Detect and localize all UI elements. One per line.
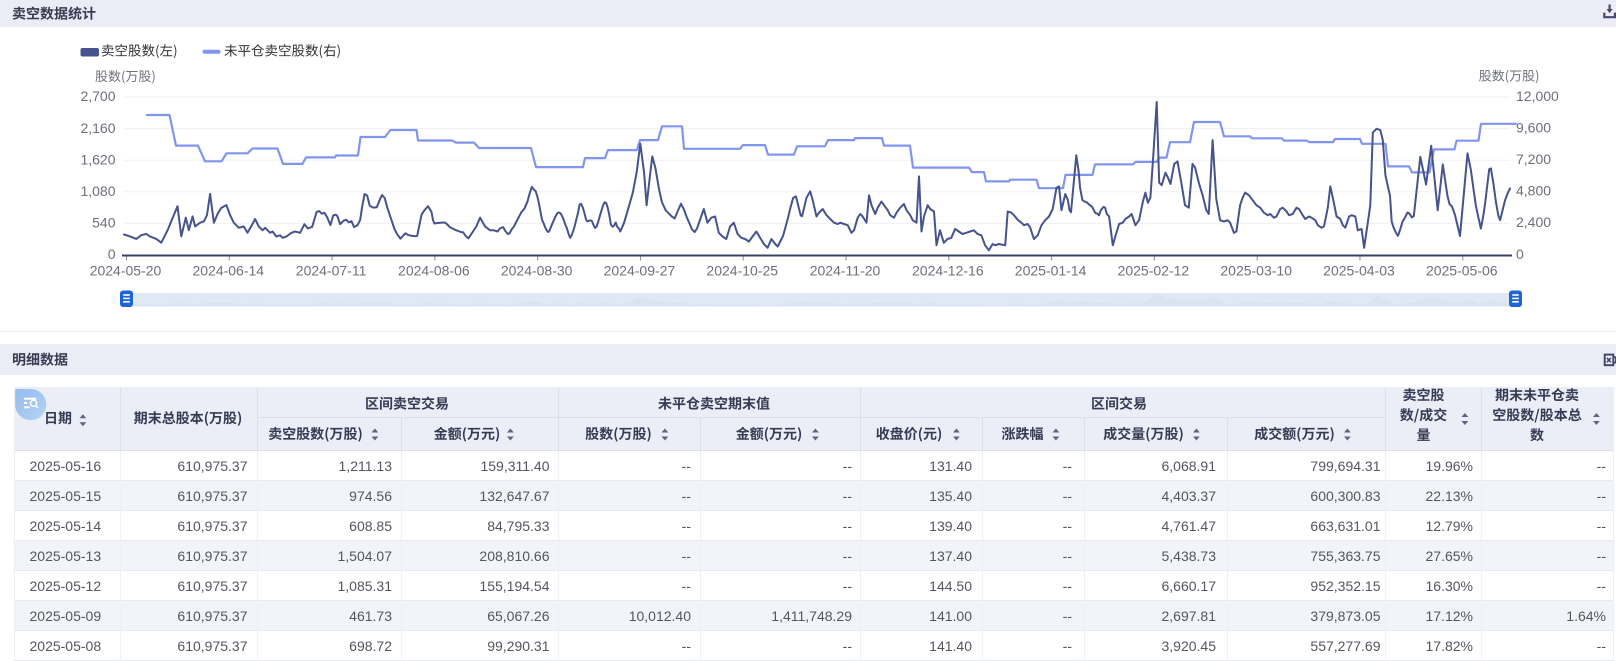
svg-text:2024-06-14: 2024-06-14 [192,263,264,279]
svg-text:1,620: 1,620 [80,151,115,167]
svg-text:2025-01-14: 2025-01-14 [1015,263,1087,279]
svg-text:2025-05-06: 2025-05-06 [1426,263,1498,279]
svg-text:12,000: 12,000 [1516,88,1559,104]
svg-text:2,700: 2,700 [80,88,115,104]
svg-text:2024-08-06: 2024-08-06 [398,263,470,279]
svg-text:2,160: 2,160 [80,120,115,136]
svg-text:2024-05-20: 2024-05-20 [90,263,162,279]
svg-text:4,800: 4,800 [1516,183,1551,199]
svg-text:7,200: 7,200 [1516,151,1551,167]
svg-text:9,600: 9,600 [1516,119,1551,135]
svg-text:2024-10-25: 2024-10-25 [706,263,778,279]
svg-text:2025-04-03: 2025-04-03 [1323,263,1395,279]
svg-text:2024-08-30: 2024-08-30 [501,263,573,279]
svg-text:0: 0 [108,246,116,262]
svg-text:2025-03-10: 2025-03-10 [1220,263,1292,279]
svg-text:2024-12-16: 2024-12-16 [912,263,984,279]
svg-text:0: 0 [1516,246,1524,262]
svg-text:2025-02-12: 2025-02-12 [1118,263,1190,279]
svg-text:1,080: 1,080 [80,183,115,199]
svg-text:2,400: 2,400 [1516,214,1551,230]
svg-text:2024-09-27: 2024-09-27 [604,263,676,279]
svg-text:2024-07-11: 2024-07-11 [296,263,367,279]
svg-text:540: 540 [92,215,116,231]
svg-text:2024-11-20: 2024-11-20 [810,263,881,279]
